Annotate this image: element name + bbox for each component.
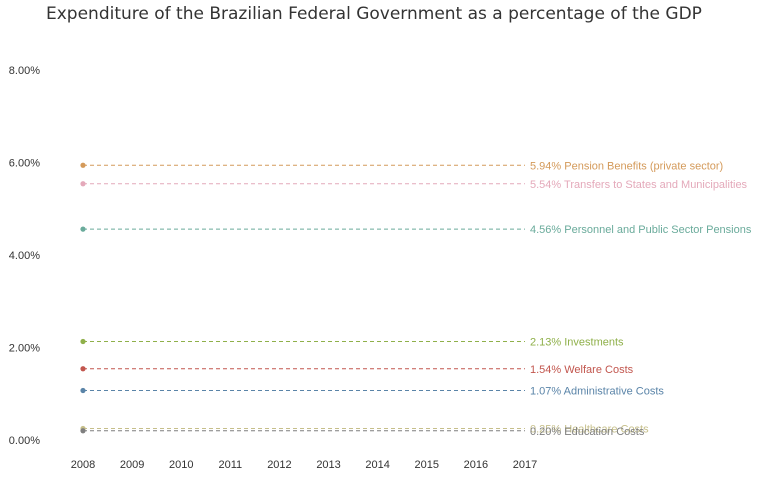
x-tick-label: 2012 — [267, 459, 291, 471]
chart-title: Expenditure of the Brazilian Federal Gov… — [46, 4, 702, 24]
series-label: 2.13% Investments — [530, 336, 624, 348]
x-tick-label: 2013 — [316, 459, 340, 471]
series-label: 1.07% Administrative Costs — [530, 386, 664, 398]
x-tick-label: 2008 — [71, 459, 95, 471]
y-tick-label: 2.00% — [9, 343, 40, 355]
y-tick-label: 6.00% — [9, 158, 40, 170]
data-point[interactable] — [80, 226, 86, 232]
data-point[interactable] — [80, 387, 86, 394]
x-tick-label: 2016 — [464, 459, 488, 471]
series-label: 1.54% Welfare Costs — [530, 364, 634, 376]
x-tick-label: 2010 — [169, 459, 193, 471]
series-label: 5.54% Transfers to States and Municipali… — [530, 179, 748, 191]
x-tick-label: 2015 — [415, 459, 439, 471]
data-point[interactable] — [80, 162, 86, 168]
series-labels: 5.94% Pension Benefits (private sector) 5… — [530, 160, 752, 437]
y-axis-ticks: 0.00% 2.00% 4.00% 6.00% 8.00% — [9, 65, 40, 447]
data-point[interactable] — [80, 181, 86, 187]
series-label: 4.56% Personnel and Public Sector Pensio… — [530, 224, 752, 236]
data-point[interactable] — [80, 366, 86, 372]
series-label: 5.94% Pension Benefits (private sector) — [530, 160, 723, 172]
y-tick-label: 4.00% — [9, 250, 40, 262]
x-axis-ticks: 2008 2009 2010 2011 2012 2013 2014 2015 2016 2017 — [71, 459, 537, 471]
x-tick-label: 2017 — [513, 459, 537, 471]
series-label: 0.25% Healthcare Costs — [530, 423, 649, 435]
x-tick-label: 2009 — [120, 459, 144, 471]
series-label: 0.20% Education Costs — [530, 426, 645, 438]
x-tick-label: 2014 — [365, 459, 389, 471]
series-lines — [83, 164, 525, 432]
y-tick-label: 8.00% — [9, 65, 40, 77]
data-point[interactable] — [80, 428, 86, 434]
data-point[interactable] — [80, 338, 86, 345]
y-tick-label: 0.00% — [9, 435, 40, 447]
x-tick-label: 2011 — [219, 459, 243, 471]
series-points — [80, 162, 86, 434]
